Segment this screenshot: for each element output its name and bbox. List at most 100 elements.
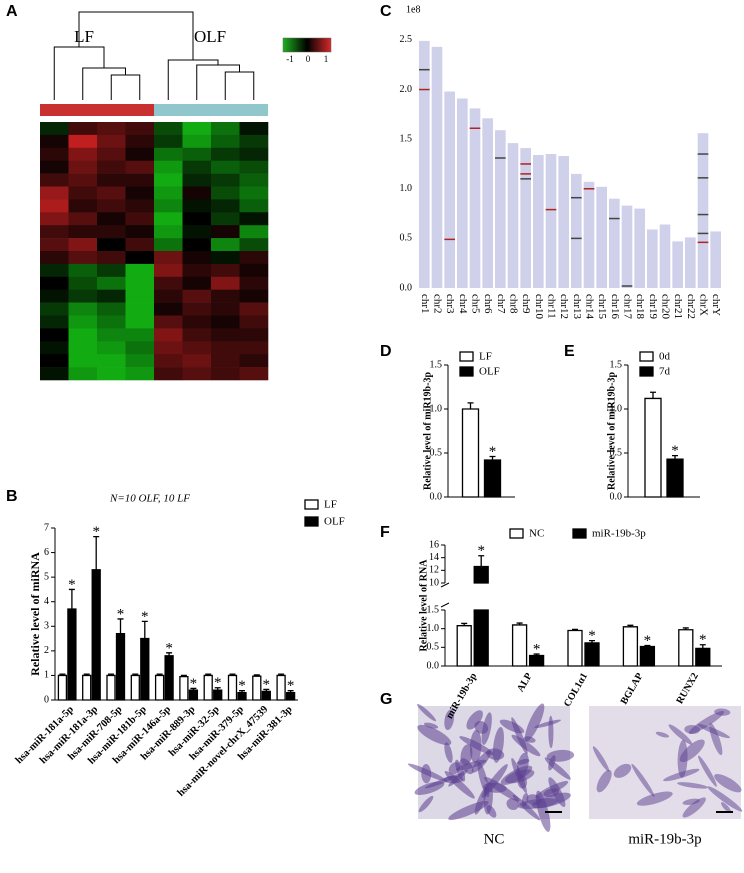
cell [682, 797, 706, 818]
cell [455, 759, 466, 782]
cell [423, 722, 439, 729]
heatmap-cell [40, 147, 69, 161]
heatmap-cell [40, 276, 69, 290]
colorbar-tick-label: 0 [306, 54, 311, 64]
heatmap-cell [40, 302, 69, 316]
heatmap-cell [239, 199, 269, 213]
error-bar [180, 674, 187, 677]
x-tick-label: chr5 [469, 294, 481, 314]
heatmap-cell [97, 160, 126, 174]
heatmap-cell [211, 212, 240, 226]
heatmap-cell [68, 160, 98, 174]
y-tick-label: 12 [429, 565, 439, 576]
bar [482, 118, 493, 288]
significance-mark: * [588, 628, 596, 644]
bar [213, 689, 223, 701]
chart-title: N=10 OLF, 10 LF [109, 493, 190, 505]
cell [543, 788, 560, 798]
cell [698, 755, 717, 787]
heatmap-cell [182, 173, 212, 187]
cell [492, 727, 504, 763]
cell [613, 763, 632, 778]
bar [82, 674, 92, 701]
cell [709, 722, 723, 756]
y-tick-label: 3 [44, 621, 49, 632]
heatmap-cell [154, 302, 183, 316]
heatmap-cell [154, 173, 183, 187]
error-bar [253, 674, 260, 677]
error-bar [214, 687, 221, 691]
heatmap-cell [182, 147, 212, 161]
heatmap-cell [68, 225, 98, 239]
cell [524, 703, 545, 742]
y-tick-label: 0.5 [430, 447, 443, 458]
bar [672, 241, 683, 288]
significance-mark: * [68, 577, 76, 593]
bar [444, 91, 455, 289]
heatmap-cell [40, 186, 69, 200]
panel-letter: E [564, 343, 575, 360]
y-tick-label: 0 [44, 694, 49, 705]
heatmap-cell [182, 186, 212, 200]
heatmap-cell [182, 122, 212, 136]
error-bar [141, 620, 148, 639]
cell [544, 757, 571, 780]
x-tick-label: chr9 [520, 294, 532, 314]
cell [466, 710, 483, 730]
heatmap-cell [182, 251, 212, 265]
heatmap-cell [182, 212, 212, 226]
heatmap-cell [211, 122, 240, 136]
y-tick-label: 1.5 [427, 604, 440, 615]
error-bar [166, 652, 173, 656]
y-axis-label: Relative level of RNA [418, 559, 429, 652]
heatmap-cell [40, 225, 69, 239]
cell [714, 708, 731, 716]
bar [567, 629, 583, 667]
heatmap-cell [97, 173, 126, 187]
heatmap-cell [97, 341, 126, 355]
y-tick-label: 0.5 [610, 447, 623, 458]
heatmap-cell [154, 276, 183, 290]
heatmap-cell [68, 276, 98, 290]
heatmap-cell [97, 186, 126, 200]
bar [164, 655, 174, 701]
heatmap-cell [125, 302, 155, 316]
y-tick-label: 1.0 [610, 403, 623, 414]
bar [237, 691, 247, 701]
significance-mark: * [165, 640, 173, 656]
bar [57, 674, 68, 701]
bar [91, 569, 101, 701]
heatmap-cell [239, 212, 269, 226]
y-tick-label: 2.5 [400, 34, 413, 45]
heatmap-cell [154, 238, 183, 252]
error-bar [132, 673, 139, 676]
bar [154, 674, 165, 701]
x-tick-label: chr15 [596, 294, 608, 320]
heatmap-cell [125, 251, 155, 265]
bar [528, 654, 545, 667]
heatmap-cell [125, 212, 155, 226]
y-tick-label: 0.5 [400, 233, 413, 244]
error-bar [461, 622, 468, 626]
x-tick-label: chr14 [583, 294, 595, 320]
y-tick-label: 2.0 [400, 84, 413, 95]
heatmap-cell [211, 225, 240, 239]
cell [506, 798, 519, 811]
y-tick-label: 1.5 [610, 359, 623, 370]
group-label: OLF [194, 27, 226, 46]
heatmap-cell [40, 173, 69, 187]
bar [596, 186, 607, 288]
error-bar [650, 391, 656, 399]
heatmap-cell [211, 367, 240, 381]
heatmap-cell [239, 315, 269, 329]
y-tick-label: 5 [44, 571, 49, 582]
x-tick-label: chr7 [495, 294, 507, 314]
heatmap-cell [97, 251, 126, 265]
y-tick-label: 16 [429, 539, 439, 550]
cell [417, 703, 437, 722]
heatmap-cell [239, 134, 269, 149]
significance-mark: * [699, 632, 707, 648]
y-tick-label: 6 [44, 547, 49, 558]
heatmap-cell [239, 160, 269, 174]
heatmap-cell [68, 302, 98, 316]
